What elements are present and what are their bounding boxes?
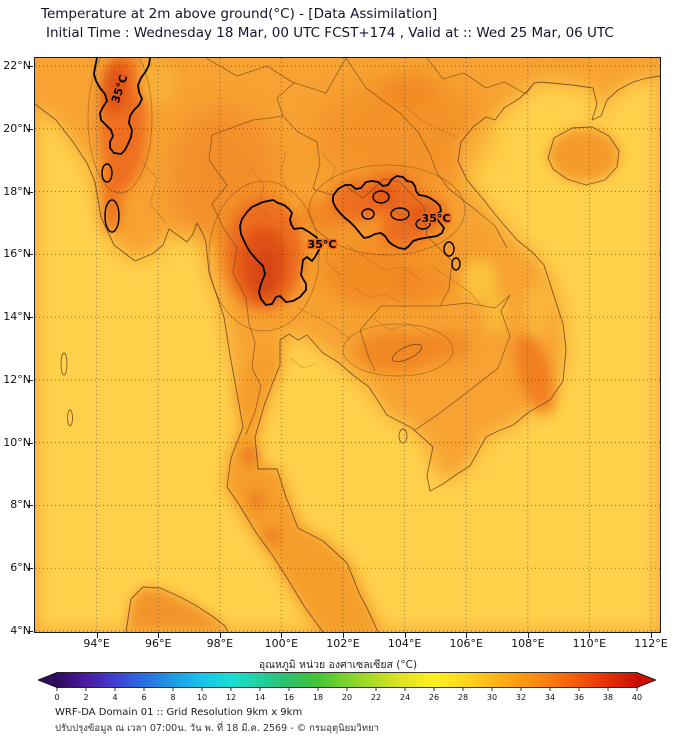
- land-patches: [125, 127, 620, 632]
- colorbar-tick-label: 20: [341, 693, 353, 702]
- x-axis-tick-mark: [219, 633, 221, 638]
- x-axis-tick-mark: [281, 633, 283, 638]
- x-axis-tick-mark: [343, 633, 344, 638]
- colorbar-tick-label: 16: [283, 693, 295, 702]
- y-axis-tick-label: 16°N: [3, 247, 31, 261]
- x-axis-tick-label: 98°E: [206, 637, 234, 650]
- y-axis-tick-mark: [28, 442, 33, 444]
- x-axis-tick-mark: [466, 633, 468, 638]
- contour-label-35c: 35°C: [421, 212, 450, 225]
- y-axis-tick-mark: [28, 379, 33, 381]
- minor-isotherms: [87, 57, 465, 376]
- colorbar-tick-label: 38: [602, 693, 614, 702]
- y-axis-tick-label: 18°N: [3, 184, 31, 198]
- contour-label-35c: 35°C: [307, 238, 336, 251]
- colorbar-tick-label: 30: [486, 693, 498, 702]
- y-axis-tick-mark: [28, 66, 33, 67]
- x-axis-tick-label: 94°E: [83, 637, 110, 650]
- colorbar-tick-label: 36: [573, 693, 585, 702]
- page-title: Temperature at 2m above ground(°C) - [Da…: [41, 6, 438, 22]
- x-axis-tick-label: 112°E: [634, 637, 668, 650]
- colorbar-title: อุณหภูมิ หน่วย องศาเซลเซียส (°C): [258, 659, 418, 671]
- x-axis-tick-mark: [527, 633, 529, 638]
- y-axis-tick-mark: [28, 254, 33, 256]
- colorbar-tick-label: 28: [457, 693, 469, 702]
- colorbar: [38, 672, 656, 691]
- y-axis-tick-mark: [28, 317, 33, 319]
- colorbar-tick-label: 40: [631, 693, 643, 702]
- x-axis-tick-mark: [651, 633, 652, 638]
- x-axis-tick-label: 108°E: [511, 637, 545, 650]
- colorbar-tick-label: 2: [83, 693, 89, 702]
- colorbar-tick-label: 26: [428, 693, 440, 702]
- colorbar-tick-label: 0: [54, 693, 60, 702]
- colorbar-tick-label: 24: [399, 693, 411, 702]
- y-axis-tick-label: 8°N: [10, 498, 31, 512]
- x-axis-tick-mark: [96, 633, 98, 638]
- colorbar-gradient-bar: [38, 672, 656, 688]
- colorbar-tick-label: 6: [141, 693, 147, 702]
- province-borders: [140, 103, 483, 368]
- x-axis-tick-mark: [158, 633, 160, 638]
- isotherm-35c: [92, 57, 445, 306]
- y-axis-tick-label: 12°N: [3, 372, 31, 386]
- y-axis-tick-mark: [28, 631, 33, 633]
- x-axis-tick-label: 100°E: [264, 637, 299, 650]
- footer-domain-info: WRF-DA Domain 01 :: Grid Resolution 9km …: [55, 707, 303, 718]
- x-axis-tick-mark: [589, 633, 591, 638]
- y-axis-tick-mark: [28, 505, 33, 507]
- x-axis-tick-label: 110°E: [572, 637, 607, 650]
- x-axis-tick-mark: [404, 633, 406, 638]
- map-panel: 35°C 35°C 35°C: [33, 56, 661, 633]
- y-axis-tick-mark: [28, 191, 33, 193]
- colorbar-tick-label: 32: [515, 693, 527, 702]
- y-axis-tick-label: 10°N: [3, 435, 31, 449]
- x-axis-tick-label: 106°E: [449, 637, 483, 650]
- page-subtitle: Initial Time : Wednesday 18 Mar, 00 UTC …: [46, 25, 614, 41]
- x-axis-tick-label: 102°E: [326, 637, 360, 650]
- coastline-layer: [34, 75, 660, 632]
- colorbar-tick-label: 4: [112, 693, 118, 702]
- colorbar-tick-label: 34: [544, 693, 556, 702]
- graticule-grid: [34, 57, 660, 632]
- colorbar-tick-label: 22: [370, 693, 382, 702]
- colorbar-tick-label: 18: [312, 693, 324, 702]
- colorbar-tick-label: 10: [196, 693, 208, 702]
- isotherm-35c-inner-loops: [100, 162, 461, 271]
- y-axis-tick-mark: [28, 128, 33, 130]
- x-axis-tick-label: 96°E: [144, 637, 172, 650]
- y-axis-tick-label: 14°N: [3, 310, 31, 324]
- y-axis-tick-mark: [28, 568, 33, 570]
- colorbar-tick-marks: [56, 687, 638, 691]
- footer-update-info: ปรับปรุงข้อมูล ณ เวลา 07:00น. วัน พ. ที่…: [55, 723, 379, 734]
- colorbar-tick-label: 14: [254, 693, 266, 702]
- temperature-map: 35°C 35°C 35°C: [34, 57, 660, 632]
- y-axis-tick-label: 22°N: [3, 59, 31, 72]
- y-axis-tick-label: 4°N: [10, 624, 31, 638]
- y-axis-tick-label: 6°N: [10, 561, 31, 575]
- colorbar-tick-label: 8: [170, 693, 176, 702]
- country-borders: [205, 57, 534, 434]
- x-axis-tick-label: 104°E: [387, 637, 422, 650]
- y-axis-tick-label: 20°N: [3, 121, 31, 135]
- colorbar-tick-label: 12: [225, 693, 237, 702]
- sea-field: [34, 75, 660, 632]
